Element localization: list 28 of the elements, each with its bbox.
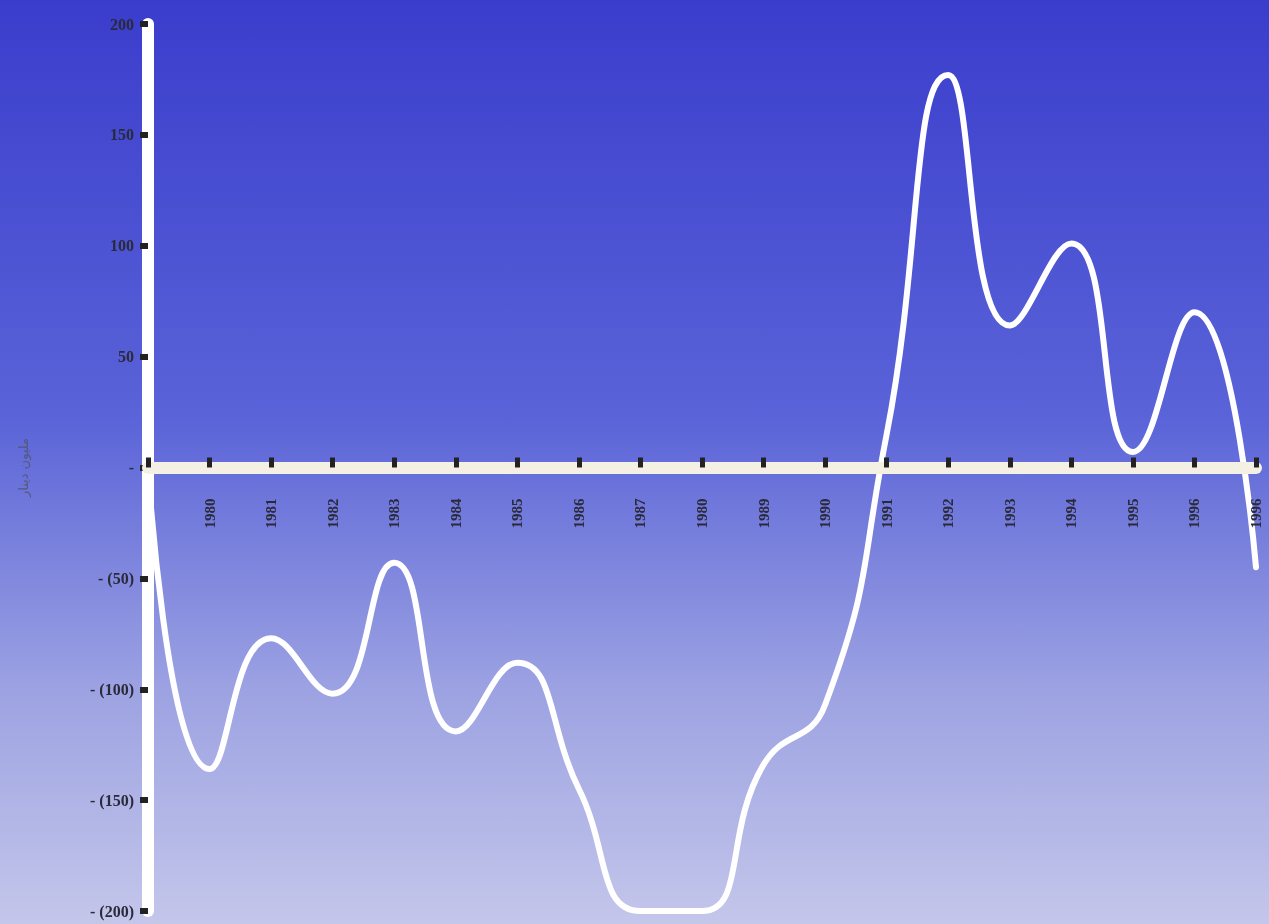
x-tick-label: 1984 — [447, 498, 464, 529]
y-tick-label: - (200) — [90, 902, 134, 921]
y-tick-label: 100 — [110, 237, 134, 255]
y-tick-label: - (50) — [98, 569, 134, 588]
x-tick-label: 1996 — [1248, 498, 1264, 529]
x-tick-label: 1981 — [263, 498, 280, 529]
x-tick-label: 1991 — [878, 498, 895, 529]
x-tick-label: 1987 — [632, 498, 649, 529]
x-tick-label: 1993 — [1001, 498, 1018, 529]
y-tick-label: 200 — [110, 15, 134, 33]
x-tick-label: 1992 — [940, 498, 957, 529]
y-tick-label: - (100) — [90, 680, 134, 699]
x-tick-label: 1990 — [817, 498, 834, 529]
x-tick-label: 1995 — [1124, 498, 1141, 529]
x-tick-label: 1980 — [694, 498, 710, 529]
x-tick-label: 1994 — [1063, 498, 1080, 529]
y-tick-label: - — [128, 459, 134, 476]
x-tick-label: 1983 — [386, 498, 403, 529]
x-tick-label: 1980 — [201, 498, 218, 529]
x-tick-label: 1982 — [324, 498, 341, 529]
x-tick-label: 1985 — [509, 498, 526, 529]
y-tick-label: 50 — [118, 348, 134, 366]
x-tick-label: 1989 — [755, 498, 772, 529]
y-axis-title: مليون دينار — [16, 437, 32, 499]
x-tick-label: 1986 — [570, 498, 587, 529]
x-tick-label: 1996 — [1186, 498, 1203, 529]
y-tick-label: - (150) — [90, 791, 134, 810]
y-tick-label: 150 — [110, 126, 134, 144]
